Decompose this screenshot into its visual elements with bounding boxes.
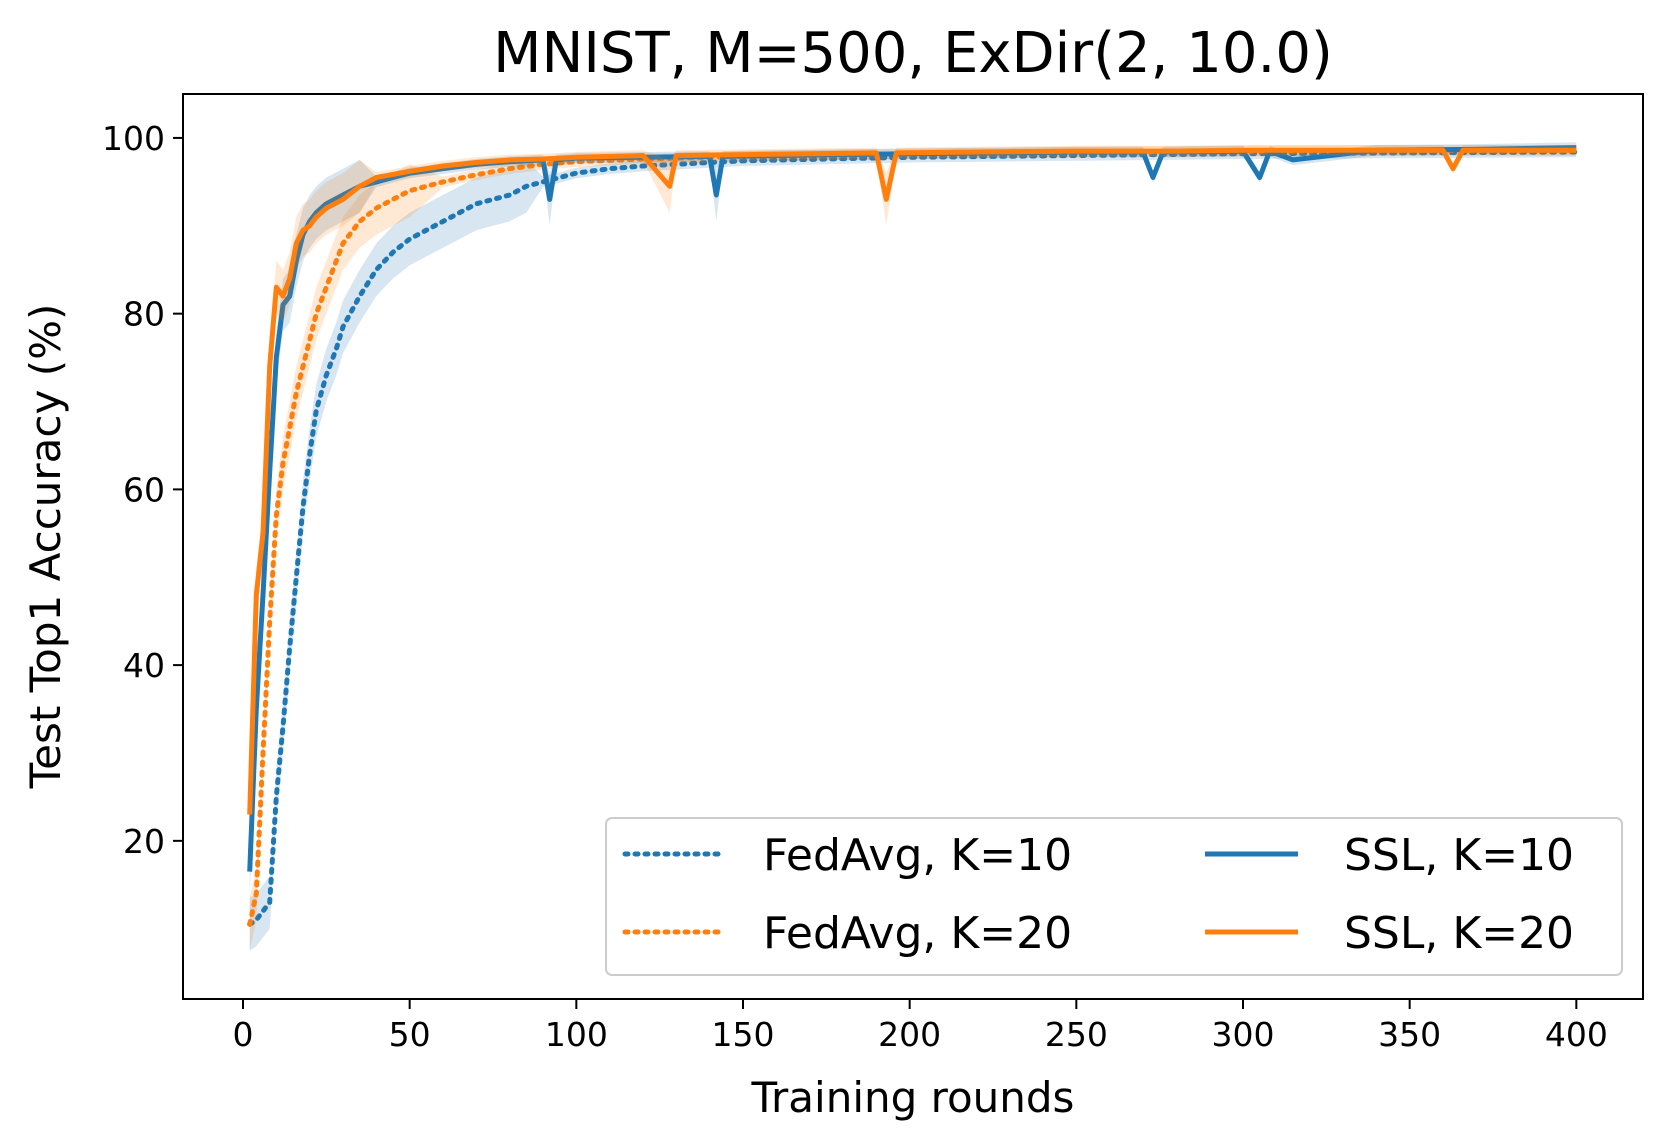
x-tick-label: 400 <box>1545 1015 1608 1054</box>
y-tick-label: 20 <box>123 822 165 861</box>
band-ssl-k-20 <box>249 145 1577 841</box>
chart-title: MNIST, M=500, ExDir(2, 10.0) <box>493 21 1333 86</box>
series-line-ssl-k-20 <box>247 147 1577 815</box>
y-tick-label: 100 <box>102 119 165 158</box>
x-tick-label: 200 <box>878 1015 941 1054</box>
y-tick-label: 40 <box>123 646 165 685</box>
x-tick-label: 350 <box>1378 1015 1441 1054</box>
x-tick-label: 150 <box>712 1015 775 1054</box>
legend-label-fedavg-k20: FedAvg, K=20 <box>763 908 1072 959</box>
legend-label-ssl-k20: SSL, K=20 <box>1344 908 1574 959</box>
x-tick-label: 100 <box>545 1015 608 1054</box>
band-ssl-k-10 <box>249 142 1577 899</box>
y-ticks: 20 40 60 80 100 <box>102 119 183 861</box>
x-tick-label: 0 <box>233 1015 254 1054</box>
legend-box <box>605 817 1623 976</box>
plot-lines <box>247 142 1579 951</box>
legend: FedAvg, K=10 FedAvg, K=20 SSL, K=10 SSL,… <box>605 817 1623 976</box>
y-tick-label: 80 <box>123 295 165 334</box>
y-axis-label: Test Top1 Accuracy (%) <box>21 304 70 790</box>
x-tick-label: 300 <box>1212 1015 1275 1054</box>
y-tick-label: 60 <box>123 470 165 509</box>
x-axis-label: Training rounds <box>751 1073 1075 1122</box>
series-line-fedavg-k-10 <box>247 149 1579 927</box>
x-tick-label: 250 <box>1045 1015 1108 1054</box>
legend-label-ssl-k10: SSL, K=10 <box>1344 830 1574 881</box>
band-fedavg-k-20 <box>249 145 1577 951</box>
x-tick-label: 50 <box>389 1015 431 1054</box>
plot-frame <box>182 93 1644 1000</box>
x-ticks: 0 50 100 150 200 250 300 350 400 <box>233 999 1608 1054</box>
series-line-fedavg-k-20 <box>247 147 1579 927</box>
series-line-ssl-k-10 <box>247 145 1577 872</box>
legend-label-fedavg-k10: FedAvg, K=10 <box>763 830 1072 881</box>
